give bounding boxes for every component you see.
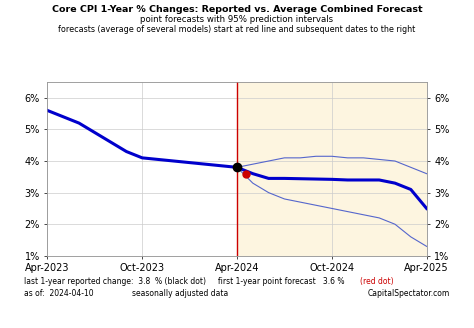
Bar xyxy=(237,82,427,256)
Text: last 1-year reported change:  3.8  % (black dot)     first 1-year point forecast: last 1-year reported change: 3.8 % (blac… xyxy=(24,277,346,286)
Text: seasonally adjusted data: seasonally adjusted data xyxy=(132,289,228,297)
Text: CapitalSpectator.com: CapitalSpectator.com xyxy=(368,289,450,297)
Text: (red dot): (red dot) xyxy=(360,277,394,286)
Text: as of:  2024-04-10: as of: 2024-04-10 xyxy=(24,289,93,297)
Text: point forecasts with 95% prediction intervals: point forecasts with 95% prediction inte… xyxy=(140,15,334,24)
Text: Core CPI 1-Year % Changes: Reported vs. Average Combined Forecast: Core CPI 1-Year % Changes: Reported vs. … xyxy=(52,5,422,14)
Text: forecasts (average of several models) start at red line and subsequent dates to : forecasts (average of several models) st… xyxy=(58,25,416,33)
